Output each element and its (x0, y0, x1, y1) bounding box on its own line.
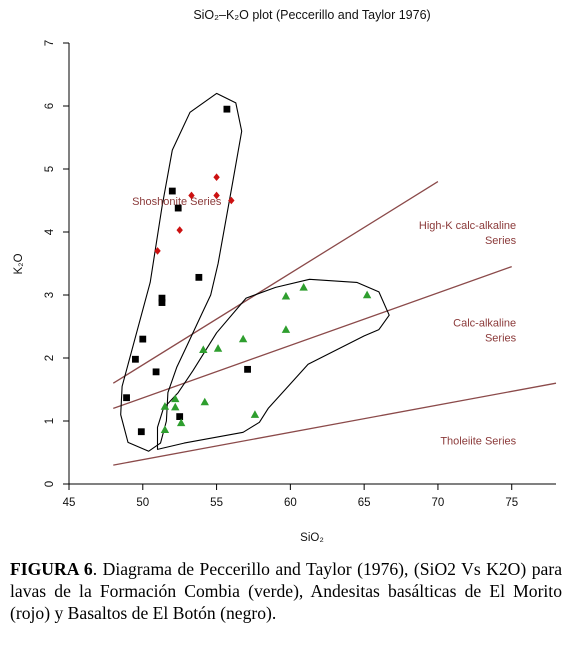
chart-title: SiO₂–K₂O plot (Peccerillo and Taylor 197… (193, 8, 430, 22)
x-tick-label: 50 (136, 497, 149, 509)
boundary-line (113, 382, 557, 466)
series-region-label: High-K calc-alkaline Series (419, 220, 517, 247)
data-point-square (174, 204, 182, 212)
data-points (123, 105, 372, 436)
data-point-triangle (281, 325, 291, 333)
data-point-triangle (160, 425, 170, 434)
x-tick-label: 45 (63, 497, 76, 509)
data-point-square (132, 355, 139, 363)
data-point-square (195, 273, 203, 281)
data-point-square (244, 365, 251, 373)
data-point-square (158, 294, 166, 302)
data-point-square (223, 105, 231, 113)
y-tick-label: 6 (44, 103, 56, 109)
data-point-triangle (160, 402, 170, 410)
y-axis-label: K₂O (13, 253, 25, 274)
data-point-triangle (362, 290, 372, 299)
data-point-triangle (299, 283, 308, 291)
data-point-square (137, 428, 145, 436)
y-tick-label: 0 (44, 481, 56, 487)
series-region-label: Tholeiite Series (440, 435, 516, 447)
data-point-triangle (213, 344, 223, 352)
data-point-triangle (171, 402, 180, 411)
green-envelope (156, 278, 390, 450)
chart: SiO₂–K₂O plot (Peccerillo and Taylor 197… (13, 8, 557, 544)
boundary-line (112, 181, 439, 384)
x-tick-label: 70 (432, 497, 445, 509)
black-red-envelope (120, 92, 243, 452)
y-tick-label: 4 (44, 228, 56, 235)
figure-caption: FIGURA 6. Diagrama de Peccerillo and Tay… (10, 558, 562, 624)
data-point-triangle (171, 394, 180, 403)
data-point-diamond (228, 196, 235, 205)
series-region-label-line: Series (485, 235, 517, 247)
x-tick-label: 65 (358, 497, 371, 509)
boundary-lines (112, 181, 557, 466)
series-region-label-line: Tholeiite Series (440, 435, 516, 447)
caption-text: . Diagrama de Peccerillo and Taylor (197… (10, 559, 562, 623)
y-tick-label: 7 (44, 40, 56, 46)
data-point-triangle (176, 418, 186, 427)
data-point-diamond (154, 247, 161, 255)
caption-label: FIGURA 6 (10, 559, 93, 579)
data-point-triangle (199, 345, 208, 354)
series-region-label-line: High-K calc-alkaline (419, 220, 516, 232)
data-point-square (168, 187, 176, 195)
series-region-label-line: Calc-alkaline (453, 318, 516, 330)
envelopes (120, 92, 390, 452)
series-region-label-line: Series (485, 333, 517, 345)
data-point-diamond (176, 226, 183, 234)
data-point-square (176, 413, 184, 420)
data-point-diamond (213, 191, 220, 200)
series-region-label-line: Shoshonite Series (132, 196, 222, 208)
data-point-square (152, 368, 160, 376)
y-tick-label: 2 (44, 355, 56, 361)
x-tick-label: 55 (210, 497, 223, 509)
data-point-square (139, 335, 147, 343)
boundary-line (113, 266, 512, 410)
data-point-triangle (281, 291, 291, 300)
data-point-triangle (250, 410, 260, 418)
y-tick-label: 5 (44, 166, 56, 172)
data-point-square (158, 299, 166, 306)
series-region-label: Calc-alkaline Series (453, 318, 516, 345)
y-tick-label: 1 (44, 418, 56, 424)
data-point-diamond (213, 173, 220, 181)
x-tick-label: 60 (284, 497, 297, 509)
data-point-triangle (238, 334, 248, 343)
series-region-label: Shoshonite Series (132, 196, 222, 208)
data-point-triangle (200, 397, 209, 406)
y-tick-label: 3 (44, 292, 56, 298)
x-axis-label: SiO₂ (300, 532, 324, 544)
x-tick-label: 75 (505, 497, 518, 509)
region-labels: Shoshonite Series High-K calc-alkaline Ser… (132, 196, 517, 447)
data-point-square (123, 394, 130, 402)
data-point-diamond (188, 191, 195, 200)
